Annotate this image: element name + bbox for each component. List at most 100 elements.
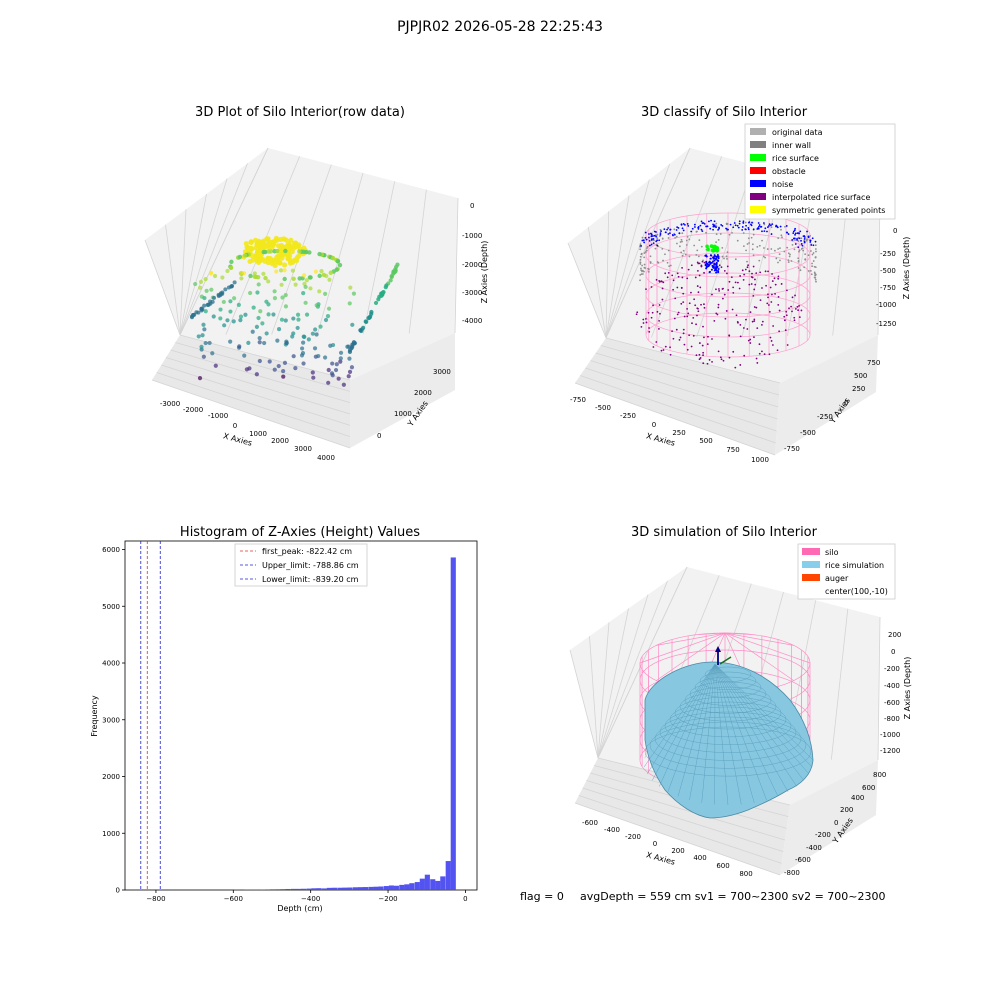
- classify-y-tick: 500: [854, 372, 867, 380]
- raw-point: [330, 342, 336, 348]
- noise-point: [711, 266, 714, 269]
- inner-wall-point: [764, 256, 767, 259]
- raw-point: [393, 269, 398, 274]
- rice-mesh-ring: [669, 701, 787, 738]
- histogram-bar: [352, 887, 358, 890]
- raw-point: [257, 340, 262, 345]
- noise-point: [658, 239, 661, 242]
- interpolated-rice-point: [642, 318, 645, 321]
- noise-point: [650, 243, 653, 246]
- raw-point: [272, 367, 277, 372]
- interpolated-rice-point: [695, 323, 697, 326]
- legend-label-interpolated-rice-surface: interpolated rice surface: [772, 193, 870, 202]
- interpolated-rice-point: [658, 328, 660, 330]
- noise-point: [764, 227, 767, 230]
- raw-point: [237, 344, 242, 349]
- interpolated-rice-point: [748, 283, 751, 286]
- interpolated-rice-point: [797, 309, 800, 312]
- sim-side-pane: [780, 760, 878, 875]
- raw-point: [296, 317, 301, 322]
- noise-point: [678, 232, 681, 235]
- histogram-y-label: Frequency: [90, 695, 99, 737]
- rice-surface-point: [715, 248, 720, 253]
- noise-point: [752, 228, 755, 231]
- raw-point: [262, 249, 268, 255]
- interpolated-rice-point: [758, 343, 761, 346]
- raw-point: [254, 372, 259, 377]
- interpolated-rice-point: [662, 349, 665, 351]
- histogram-bar: [275, 889, 281, 890]
- inner-wall-point: [779, 259, 781, 262]
- raw-point: [287, 260, 294, 266]
- interpolated-rice-point: [769, 336, 772, 339]
- rice-mesh-ring: [659, 711, 797, 753]
- inner-wall-point: [734, 258, 737, 261]
- inner-wall-point: [810, 250, 812, 252]
- inner-wall-point: [746, 260, 748, 263]
- raw-point: [290, 334, 295, 339]
- inner-wall-point: [682, 249, 685, 252]
- interpolated-rice-point: [669, 353, 672, 356]
- sim-x-tick: -600: [582, 819, 598, 827]
- noise-point: [742, 220, 745, 223]
- interpolated-rice-point: [658, 304, 661, 306]
- legend-label-noise: noise: [772, 180, 793, 189]
- inner-wall-point: [705, 231, 707, 234]
- inner-wall-point: [786, 246, 789, 249]
- noise-point: [725, 227, 727, 230]
- rice-surface-point: [706, 247, 710, 252]
- inner-wall-point: [811, 265, 813, 268]
- footer-avg-depth: avgDepth = 559 cm sv1 = 700~2300 sv2 = 7…: [580, 890, 886, 903]
- histogram-y-tick-label: 4000: [102, 660, 120, 668]
- sim-floor-pane: [575, 758, 790, 875]
- classify-panel: 3D classify of Silo Interior -750 -500 -…: [567, 105, 911, 464]
- noise-point: [768, 224, 770, 227]
- raw-point: [330, 373, 335, 378]
- inner-wall-point: [656, 237, 659, 240]
- rice-mesh-line: [659, 663, 716, 787]
- inner-wall-point: [639, 243, 642, 246]
- noise-point: [747, 228, 750, 231]
- interpolated-rice-point: [745, 318, 747, 321]
- noise-point: [770, 224, 772, 227]
- interpolated-rice-point: [773, 277, 776, 280]
- noise-point: [712, 256, 715, 259]
- noise-point: [664, 231, 667, 234]
- histogram-bar: [440, 876, 446, 890]
- inner-wall-point: [814, 274, 817, 277]
- classify-x-tick: 500: [699, 437, 712, 445]
- inner-wall-point: [688, 255, 691, 258]
- raw-point: [279, 282, 284, 287]
- noise-point: [687, 225, 690, 227]
- rice-mesh-ring: [649, 721, 807, 769]
- inner-wall-point: [698, 239, 701, 241]
- noise-point: [770, 233, 773, 235]
- noise-point: [776, 226, 779, 229]
- raw-point: [275, 338, 280, 343]
- raw-point: [303, 300, 308, 305]
- rice-mesh-line: [646, 663, 716, 775]
- classify-x-tick: -500: [595, 404, 611, 412]
- interpolated-rice-point: [645, 321, 648, 324]
- raw-point: [212, 295, 217, 300]
- legend-label-original-data: original data: [772, 128, 823, 137]
- raw-point: [225, 268, 230, 274]
- raw-point: [269, 244, 275, 250]
- inner-wall-point: [644, 251, 647, 253]
- interpolated-rice-point: [800, 309, 803, 312]
- inner-wall-point: [783, 250, 786, 253]
- interpolated-rice-point: [758, 352, 761, 355]
- rice-mesh-line: [714, 663, 810, 775]
- noise-point: [713, 224, 716, 227]
- raw-grid-lines: [144, 147, 459, 449]
- interpolated-rice-point: [728, 280, 731, 283]
- interpolated-rice-point: [671, 330, 673, 333]
- interpolated-rice-point: [749, 311, 752, 313]
- inner-wall-point: [813, 271, 816, 274]
- rice-mesh-line: [714, 663, 813, 768]
- interpolated-rice-point: [703, 271, 705, 274]
- interpolated-rice-point: [655, 341, 658, 343]
- noise-point: [706, 225, 709, 228]
- noise-point: [793, 229, 796, 232]
- inner-wall-point: [815, 280, 817, 283]
